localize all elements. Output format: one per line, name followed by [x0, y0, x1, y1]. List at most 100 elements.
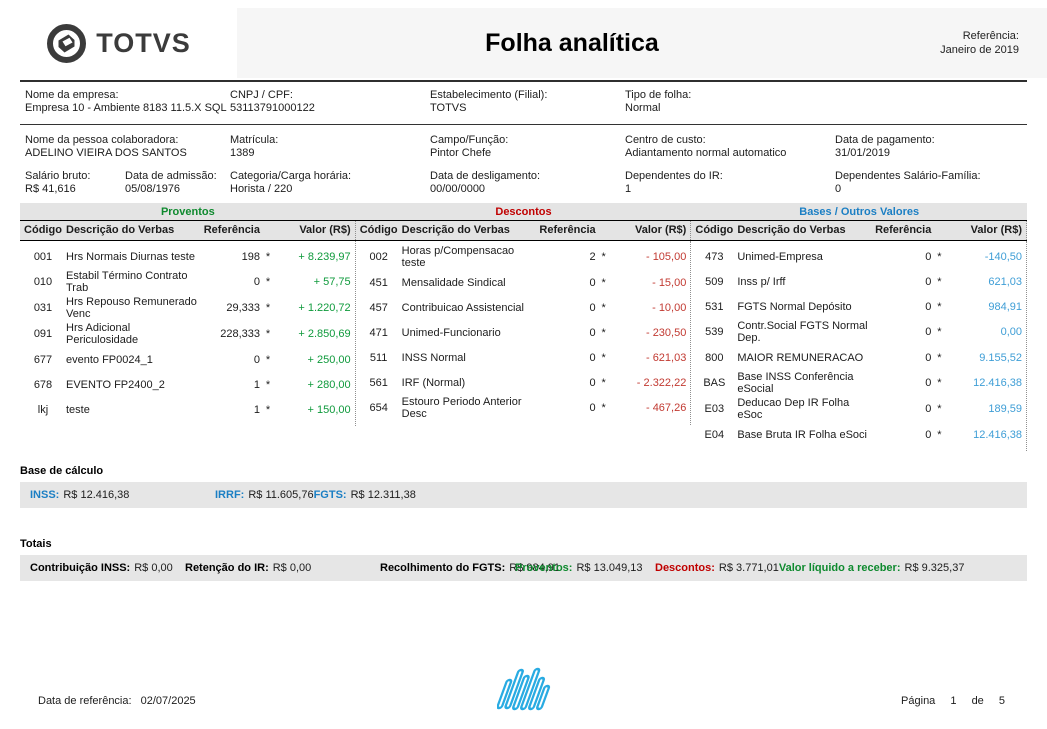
field-label: Campo/Função: — [430, 134, 509, 146]
cell-valor: - 467,26 — [645, 402, 687, 414]
base-calculo-heading: Base de cálculo — [20, 465, 104, 477]
reference-label: Referência: — [962, 30, 1019, 42]
field-value: 0 — [835, 183, 842, 195]
asterisk-marker: * — [937, 250, 942, 263]
cell-codigo: 509 — [705, 275, 724, 288]
base-label: FGTS: — [313, 489, 347, 501]
termination-date-field: Data de desligamento: 00/00/0000 — [430, 170, 625, 196]
descontos-table: 002 Horas p/Compensacao teste 2 * - 105,… — [356, 241, 692, 425]
column-header-valor: Valor (R$) — [634, 224, 687, 236]
cell-valor: 9.155,52 — [979, 351, 1023, 364]
cell-descricao: Unimed-Funcionario — [401, 326, 501, 339]
field-value: ADELINO VIEIRA DOS SANTOS — [25, 147, 187, 159]
cell-descricao: Contribuicao Assistencial — [401, 301, 524, 314]
cell-valor: - 105,00 — [645, 251, 687, 263]
page-of-label: de — [971, 695, 984, 707]
cell-descricao: Base Bruta IR Folha eSoci — [737, 428, 867, 441]
column-header-valor: Valor (R$) — [299, 224, 351, 236]
column-header-spacer — [931, 224, 947, 236]
employee-id-field: Matrícula: 1389 — [230, 134, 430, 160]
cell-descricao: Horas p/Compensacao teste — [401, 245, 515, 269]
cell-referencia: 0 — [925, 326, 932, 338]
field-label: Tipo de folha: — [625, 89, 692, 101]
page-title: Folha analítica — [485, 28, 659, 57]
cell-descricao: IRF (Normal) — [401, 376, 466, 389]
cell-codigo: 531 — [705, 300, 724, 313]
asterisk-marker: * — [265, 328, 271, 340]
company-branch-field: Estabelecimento (Filial): TOTVS — [430, 89, 625, 115]
asterisk-marker: * — [265, 403, 271, 416]
page-label: Página — [901, 695, 936, 707]
table-row: 457 Contribuicao Assistencial 0 * - 10,0… — [356, 295, 691, 320]
cell-codigo: BAS — [703, 377, 726, 389]
cell-referencia: 29,333 — [226, 302, 260, 314]
field-label: Matrícula: — [230, 134, 279, 146]
base-label: INSS: — [30, 489, 60, 501]
cell-valor: + 280,00 — [307, 378, 351, 391]
cell-valor: + 57,75 — [313, 276, 351, 288]
cell-referencia: 1 — [253, 403, 260, 416]
cell-valor: + 2.850,69 — [298, 328, 351, 340]
cell-descricao: INSS Normal — [401, 351, 466, 364]
column-header-spacer — [596, 224, 612, 236]
totais-item: Contribuição INSS: R$ 0,00 — [30, 562, 185, 574]
info-section: Nome da empresa: Empresa 10 - Ambiente 8… — [20, 82, 1027, 203]
payment-date-field: Data de pagamento: 31/01/2019 — [835, 134, 1027, 160]
cell-referencia: 0 — [925, 377, 932, 389]
total-value: R$ 0,00 — [134, 562, 173, 574]
cell-referencia: 0 — [925, 300, 932, 313]
cell-descricao: Estabil Término Contrato Trab — [66, 270, 188, 294]
cell-descricao: EVENTO FP2400_2 — [66, 378, 165, 391]
employee-role-field: Campo/Função: Pintor Chefe — [430, 134, 625, 160]
asterisk-marker: * — [265, 276, 271, 288]
table-row: 473 Unimed-Empresa 0 * -140,50 — [691, 244, 1026, 269]
cell-codigo: 457 — [369, 301, 388, 314]
cell-codigo: lkj — [37, 403, 49, 416]
cell-codigo: 677 — [33, 353, 53, 366]
cell-valor: 12.416,38 — [973, 428, 1023, 441]
column-header-descricao: Descrição do Verbas — [401, 224, 510, 236]
table-row: 531 FGTS Normal Depósito 0 * 984,91 — [691, 294, 1026, 319]
cell-referencia: 0 — [925, 428, 932, 441]
asterisk-marker: * — [265, 378, 271, 391]
asterisk-marker: * — [601, 376, 606, 389]
cell-codigo: 010 — [33, 276, 53, 288]
field-value: Horista / 220 — [230, 183, 293, 195]
table-row: BAS Base INSS Conferência eSocial 0 * 12… — [691, 370, 1026, 396]
field-value: Adiantamento normal automatico — [625, 147, 787, 159]
field-value: Normal — [625, 102, 661, 114]
field-value: 31/01/2019 — [835, 147, 891, 159]
cell-descricao: FGTS Normal Depósito — [737, 300, 852, 313]
cell-codigo: 511 — [369, 351, 388, 364]
totvs-logo-text: TOTVS — [96, 27, 191, 58]
totais-heading: Totais — [20, 538, 52, 550]
cell-valor: -140,50 — [984, 250, 1023, 263]
cell-codigo: 473 — [705, 250, 724, 263]
totais-band: Contribuição INSS: R$ 0,00 Retenção do IR… — [20, 555, 1027, 581]
employee-name-field: Nome da pessoa colaboradora: ADELINO VIE… — [25, 134, 230, 160]
cell-valor: - 15,00 — [652, 276, 687, 289]
field-value: Empresa 10 - Ambiente 8183 11.5.X SQL — [25, 102, 227, 114]
column-header-codigo: Código — [695, 224, 734, 236]
asterisk-marker: * — [601, 326, 606, 339]
table-row: 031 Hrs Repouso Remunerado Venc 29,333 *… — [20, 295, 355, 321]
reference-date: Data de referência: 02/07/2025 — [38, 695, 196, 707]
reference-value: Janeiro de 2019 — [940, 44, 1019, 56]
family-salary-dependents-field: Dependentes Salário-Família: 0 — [835, 170, 1027, 196]
total-label: Recolhimento do FGTS: — [380, 562, 506, 574]
column-header-codigo: Código — [24, 224, 62, 236]
table-row: 010 Estabil Término Contrato Trab 0 * + … — [20, 269, 355, 295]
cell-valor: + 150,00 — [307, 403, 351, 416]
title-band: Folha analítica Referência: Janeiro de 2… — [237, 8, 1047, 78]
cell-valor: 12.416,38 — [973, 377, 1023, 389]
page-number: 1 — [950, 695, 957, 707]
bases-column-headers: Código Descrição do Verbas Referência Va… — [691, 221, 1028, 240]
asterisk-marker: * — [601, 276, 606, 289]
field-value: 1 — [625, 183, 632, 195]
cell-valor: 189,59 — [988, 403, 1023, 415]
field-label: Data de pagamento: — [835, 134, 935, 146]
field-value: 53113791000122 — [230, 102, 315, 114]
cell-valor: - 230,50 — [645, 326, 687, 339]
column-header-descricao: Descrição do Verbas — [66, 224, 175, 236]
